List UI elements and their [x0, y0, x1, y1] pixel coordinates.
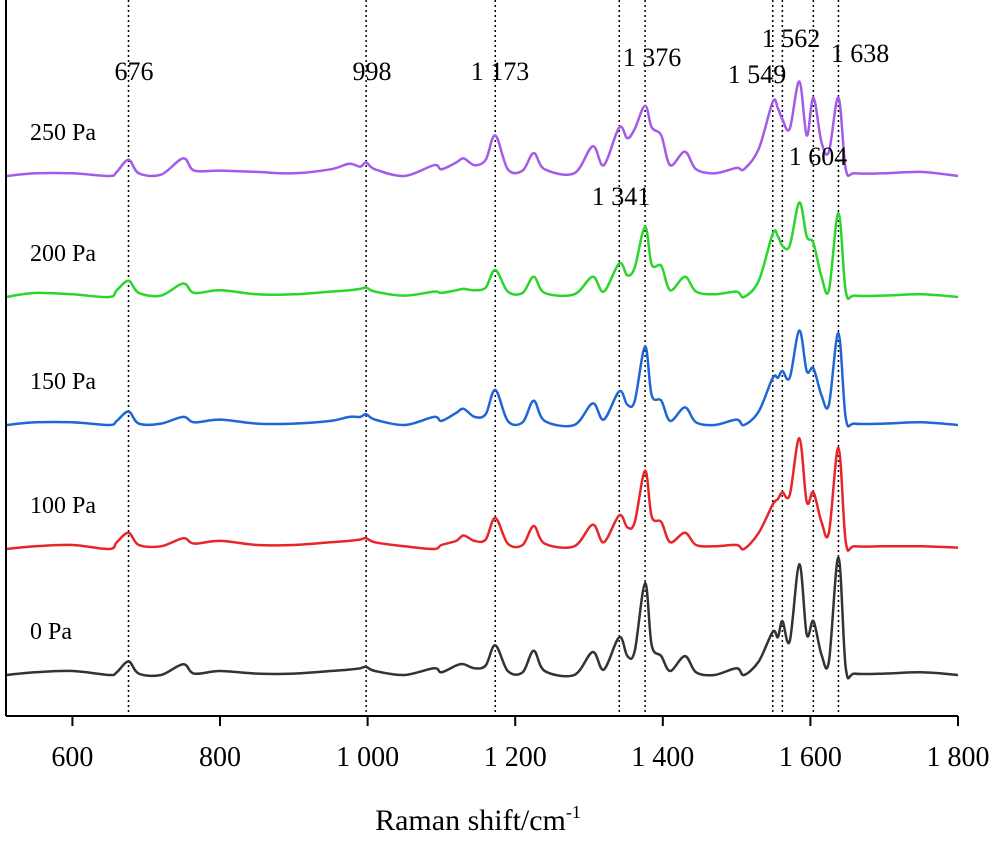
- peak-label-1549: 1 549: [728, 60, 787, 89]
- peak-labels: 676 998 1 173 1 376 1 549 1 562 1 638 1 604 1 34…: [115, 24, 890, 211]
- spectra-series: [5, 80, 959, 680]
- series-label-0-pa: 0 Pa: [30, 619, 72, 645]
- peak-label-1173: 1 173: [471, 57, 530, 86]
- series-label-150-pa: 150 Pa: [30, 369, 96, 395]
- series-line-100-pa: [5, 437, 959, 552]
- peak-label-1376: 1 376: [623, 43, 682, 72]
- series-line-250-pa: [5, 80, 959, 178]
- axes: [5, 0, 958, 717]
- series-label-100-pa: 100 Pa: [30, 493, 96, 519]
- x-tick-label: 1 400: [631, 742, 694, 773]
- peak-label-1604: 1 604: [789, 142, 848, 171]
- peak-reference-lines: [127, 0, 840, 716]
- series-line-200-pa: [5, 201, 959, 300]
- x-tick-label: 1 600: [779, 742, 842, 773]
- series-label-200-pa: 200 Pa: [30, 241, 96, 267]
- x-axis-ticks: 600 800 1 000 1 200 1 400 1 600 1 800: [51, 716, 990, 773]
- peak-label-998: 998: [353, 57, 392, 86]
- peak-label-1562: 1 562: [762, 24, 821, 53]
- x-tick-label: 1 000: [336, 742, 399, 773]
- x-tick-label: 800: [199, 742, 241, 773]
- x-tick-label: 1 800: [927, 742, 990, 773]
- x-tick-label: 600: [51, 742, 93, 773]
- peak-label-676: 676: [115, 57, 154, 86]
- peak-label-1341: 1 341: [592, 182, 651, 211]
- x-tick-label: 1 200: [484, 742, 547, 773]
- series-line-0-pa: [5, 556, 959, 680]
- series-line-150-pa: [5, 329, 959, 428]
- series-labels: 0 Pa 100 Pa 150 Pa 200 Pa 250 Pa: [30, 120, 96, 645]
- x-axis-title: Raman shift/cm-1: [375, 802, 581, 837]
- peak-label-1638: 1 638: [831, 39, 890, 68]
- series-label-250-pa: 250 Pa: [30, 120, 96, 146]
